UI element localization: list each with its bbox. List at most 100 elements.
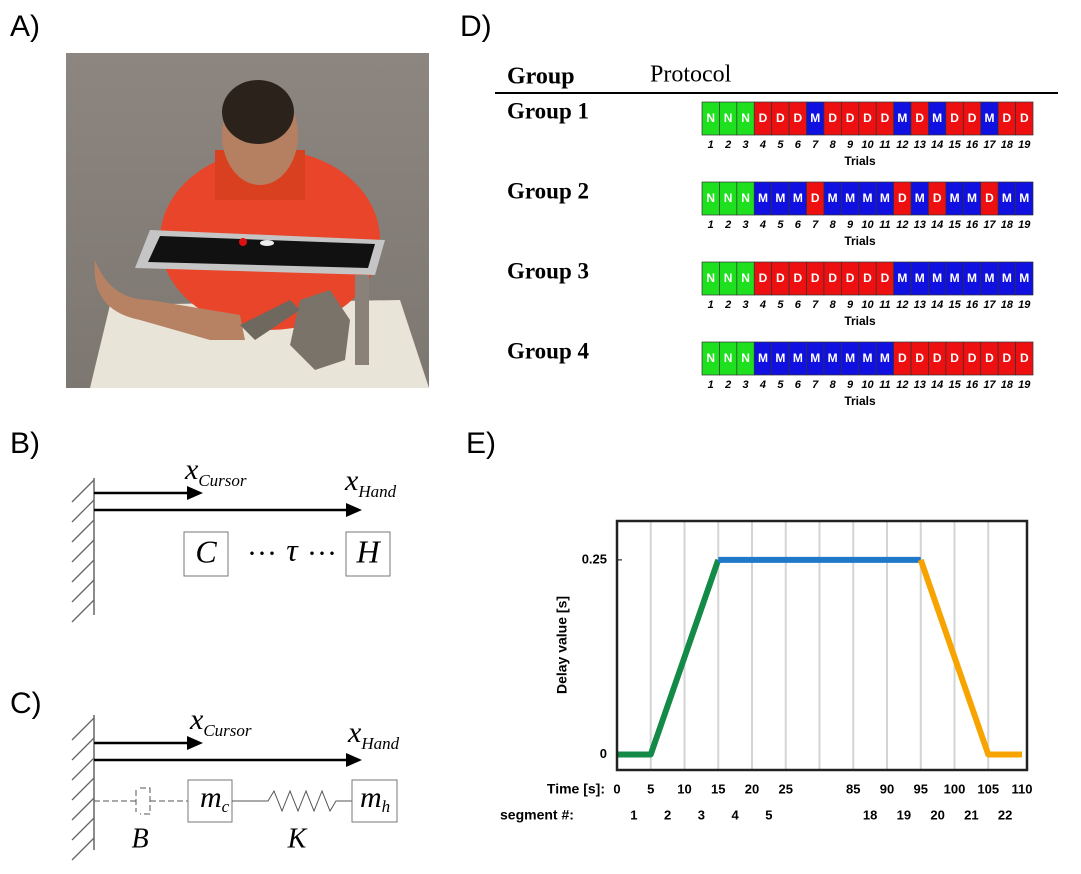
trial-number: 16	[966, 299, 979, 311]
trial-type: D	[793, 111, 802, 125]
delay-chart: 00.2505101520258590951001051101234518192…	[500, 521, 1032, 823]
trial-number: 8	[830, 139, 837, 151]
trial-number: 19	[1018, 139, 1031, 151]
trial-number: 4	[759, 379, 766, 391]
delay-model: xCursor xHand C ··· τ ··· H	[72, 453, 397, 622]
segment-label: 21	[964, 807, 978, 822]
trial-type: D	[863, 111, 872, 125]
trial-number: 7	[812, 219, 819, 231]
trial-number: 18	[1001, 139, 1014, 151]
trial-number: 14	[931, 139, 943, 151]
trial-number: 1	[708, 379, 714, 391]
trial-type: N	[706, 271, 715, 285]
segment-label: 5	[765, 807, 772, 822]
trial-type: D	[759, 111, 768, 125]
trial-type: M	[828, 351, 838, 365]
x-tick-label: 15	[711, 781, 725, 796]
x-tick-label: 85	[846, 781, 860, 796]
trial-type: N	[706, 351, 715, 365]
trial-type: M	[758, 191, 768, 205]
x-tick-label: 10	[677, 781, 691, 796]
trial-type: M	[1019, 191, 1029, 205]
trial-type: D	[811, 191, 820, 205]
trial-type: M	[967, 191, 977, 205]
trial-number: 9	[847, 139, 854, 151]
trial-type: M	[950, 191, 960, 205]
trial-type: N	[706, 111, 715, 125]
trial-type: D	[846, 111, 855, 125]
trial-number: 16	[966, 379, 979, 391]
trial-number: 5	[777, 379, 784, 391]
trial-type: N	[741, 271, 750, 285]
mechanical-model: xCursor xHand mc mh B K	[72, 703, 400, 860]
trial-type: D	[881, 111, 890, 125]
variable-label: xCursor	[189, 703, 252, 740]
trial-type: D	[1020, 111, 1029, 125]
trial-type: D	[1003, 111, 1012, 125]
panel-label: E)	[466, 427, 496, 460]
trial-type: M	[950, 271, 960, 285]
trial-number: 13	[914, 139, 926, 151]
trial-type: M	[932, 111, 942, 125]
trial-type: D	[933, 191, 942, 205]
trial-type: N	[724, 191, 733, 205]
illustration	[66, 53, 429, 388]
spring-label: K	[287, 823, 308, 854]
y-axis-title: Delay value [s]	[554, 596, 570, 694]
trial-type: D	[793, 271, 802, 285]
trial-type: D	[1020, 351, 1029, 365]
trial-type: N	[741, 351, 750, 365]
trial-type: M	[1002, 271, 1012, 285]
trial-type: M	[880, 191, 890, 205]
trial-number: 8	[830, 379, 837, 391]
trial-type: D	[776, 271, 785, 285]
trial-number: 4	[759, 219, 766, 231]
trial-type: D	[933, 351, 942, 365]
symbol: x	[189, 703, 204, 736]
trial-type: M	[880, 351, 890, 365]
trial-number: 3	[742, 299, 748, 311]
trial-number: 19	[1018, 219, 1031, 231]
trial-type: D	[950, 351, 959, 365]
group-label: Group 1	[507, 98, 589, 123]
trial-number: 18	[1001, 219, 1014, 231]
trial-type: M	[915, 271, 925, 285]
segment-label: 20	[930, 807, 944, 822]
subscript: Hand	[357, 482, 396, 501]
trial-number: 8	[830, 219, 837, 231]
box-label: C	[195, 533, 217, 569]
subscript: c	[222, 797, 230, 816]
trial-number: 17	[983, 299, 996, 311]
trial-type: D	[863, 271, 872, 285]
trial-number: 13	[914, 299, 926, 311]
trial-type: N	[741, 111, 750, 125]
trial-type: M	[1002, 191, 1012, 205]
trial-type: D	[1003, 351, 1012, 365]
trial-type: D	[828, 271, 837, 285]
trial-type: D	[985, 191, 994, 205]
trial-number: 2	[724, 299, 731, 311]
trial-type: D	[846, 271, 855, 285]
trial-type: M	[845, 351, 855, 365]
trial-number: 7	[812, 379, 819, 391]
trial-number: 5	[777, 299, 784, 311]
trial-type: M	[932, 271, 942, 285]
trial-number: 13	[914, 219, 926, 231]
trial-number: 12	[896, 299, 908, 311]
trial-number: 15	[948, 299, 961, 311]
trial-number: 7	[812, 139, 819, 151]
trial-type: D	[898, 351, 907, 365]
trial-number: 17	[983, 139, 996, 151]
x-tick-label: 90	[880, 781, 894, 796]
trial-type: D	[776, 111, 785, 125]
trial-type: M	[810, 111, 820, 125]
symbol: m	[360, 781, 382, 814]
trial-number: 4	[759, 139, 766, 151]
mass-label: mc	[200, 781, 230, 816]
trial-type: M	[845, 191, 855, 205]
trial-number: 1	[708, 299, 714, 311]
trial-type: N	[724, 351, 733, 365]
segment-label: 4	[732, 807, 740, 822]
x-axis-title: Time [s]:	[547, 781, 605, 797]
trial-number: 11	[879, 379, 890, 391]
